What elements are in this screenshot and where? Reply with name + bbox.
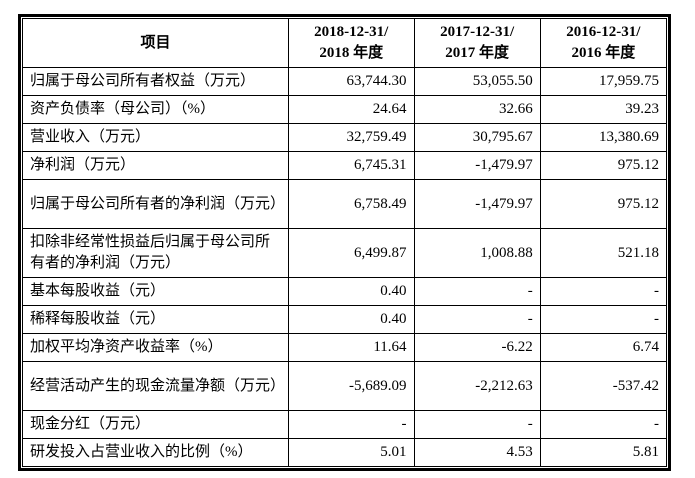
table-row: 研发投入占营业收入的比例（%） 5.01 4.53 5.81 [22,438,668,467]
value-2016: 5.81 [539,438,668,467]
value-2016: 975.12 [539,179,668,229]
table-row: 净利润（万元） 6,745.31 -1,479.97 975.12 [22,151,668,180]
table-row: 资产负债率（母公司）（%） 24.64 32.66 39.23 [22,95,668,124]
value-2017: - [413,277,541,306]
value-2017: 32.66 [413,95,541,124]
value-2016: 17,959.75 [539,67,668,96]
value-2018: 11.64 [287,333,415,362]
value-2018: 6,745.31 [287,151,415,180]
value-2016: 13,380.69 [539,123,668,152]
value-2018: 63,744.30 [287,67,415,96]
value-2017: 4.53 [413,438,541,467]
item-label: 研发投入占营业收入的比例（%） [22,438,289,467]
value-2016: 975.12 [539,151,668,180]
value-2018: 6,758.49 [287,179,415,229]
value-2018: 0.40 [287,305,415,334]
value-2018: - [287,410,415,439]
table-row: 基本每股收益（元） 0.40 - - [22,277,668,306]
table-row: 经营活动产生的现金流量净额（万元） -5,689.09 -2,212.63 -5… [22,361,668,411]
item-label: 稀释每股收益（元） [22,305,289,334]
table-row: 加权平均净资产收益率（%） 11.64 -6.22 6.74 [22,333,668,362]
value-2018: 6,499.87 [287,228,415,278]
value-2016: 521.18 [539,228,668,278]
item-label: 营业收入（万元） [22,123,289,152]
item-label: 归属于母公司所有者权益（万元） [22,67,289,96]
item-label: 基本每股收益（元） [22,277,289,306]
value-2016: - [539,305,668,334]
item-label: 资产负债率（母公司）（%） [22,95,289,124]
value-2016: - [539,410,668,439]
value-2016: 6.74 [539,333,668,362]
financial-summary-table-frame: 项目 2018-12-31/ 2018 年度 2017-12-31/ 2017 … [18,14,671,471]
item-label: 加权平均净资产收益率（%） [22,333,289,362]
item-label: 净利润（万元） [22,151,289,180]
value-2018: 5.01 [287,438,415,467]
item-label: 现金分红（万元） [22,410,289,439]
value-2017: -1,479.97 [413,151,541,180]
value-2017: 53,055.50 [413,67,541,96]
item-label: 经营活动产生的现金流量净额（万元） [22,361,289,411]
value-2018: 32,759.49 [287,123,415,152]
table-row: 扣除非经常性损益后归属于母公司所有者的净利润（万元） 6,499.87 1,00… [22,228,668,278]
value-2016: - [539,277,668,306]
header-period-2018: 2018-12-31/ 2018 年度 [287,18,415,68]
value-2017: -2,212.63 [413,361,541,411]
item-label: 扣除非经常性损益后归属于母公司所有者的净利润（万元） [22,228,289,278]
value-2018: 0.40 [287,277,415,306]
table-row: 营业收入（万元） 32,759.49 30,795.67 13,380.69 [22,123,668,152]
value-2017: -1,479.97 [413,179,541,229]
table-row: 稀释每股收益（元） 0.40 - - [22,305,668,334]
value-2018: -5,689.09 [287,361,415,411]
value-2017: - [413,410,541,439]
table-row: 归属于母公司所有者的净利润（万元） 6,758.49 -1,479.97 975… [22,179,668,229]
value-2016: 39.23 [539,95,668,124]
table-header-row: 项目 2018-12-31/ 2018 年度 2017-12-31/ 2017 … [22,18,668,68]
value-2017: - [413,305,541,334]
value-2018: 24.64 [287,95,415,124]
header-period-2016: 2016-12-31/ 2016 年度 [539,18,668,68]
table-row: 现金分红（万元） - - - [22,410,668,439]
header-item-column: 项目 [22,18,289,68]
value-2016: -537.42 [539,361,668,411]
item-label: 归属于母公司所有者的净利润（万元） [22,179,289,229]
header-period-2017: 2017-12-31/ 2017 年度 [413,18,541,68]
financial-summary-table: 项目 2018-12-31/ 2018 年度 2017-12-31/ 2017 … [22,18,668,467]
value-2017: 30,795.67 [413,123,541,152]
value-2017: 1,008.88 [413,228,541,278]
value-2017: -6.22 [413,333,541,362]
table-row: 归属于母公司所有者权益（万元） 63,744.30 53,055.50 17,9… [22,67,668,96]
